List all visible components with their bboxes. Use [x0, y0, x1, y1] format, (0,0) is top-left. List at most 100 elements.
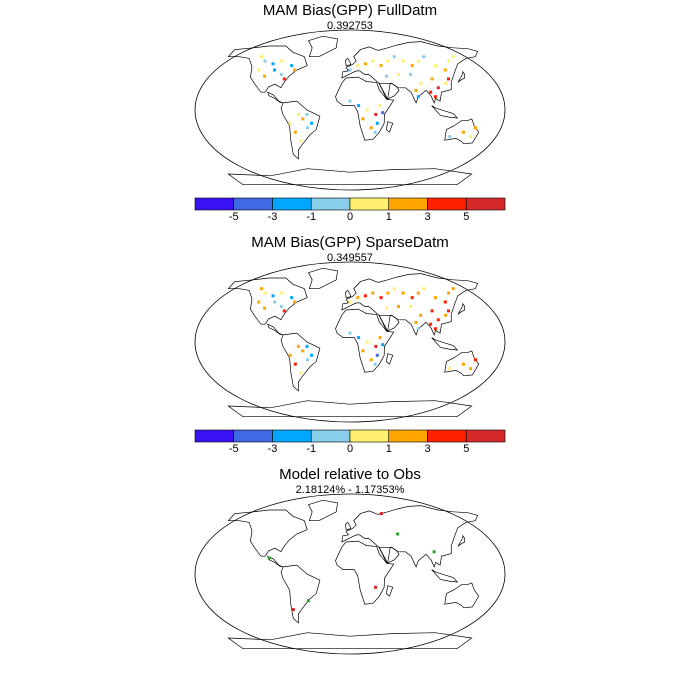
grid-cell-point: [378, 104, 382, 108]
grid-cell-point: [288, 353, 292, 357]
coastline-south-america: [280, 332, 321, 392]
grid-cell-point: [348, 99, 352, 103]
grid-cell-point: [260, 55, 263, 59]
colorbar-tick-label: -1: [306, 211, 317, 223]
grid-cell-point: [369, 358, 373, 362]
coastline-madagascar: [386, 353, 394, 365]
grid-cell-point: [293, 130, 297, 134]
grid-cell-point: [419, 313, 423, 317]
grid-cell-point: [432, 550, 436, 554]
grid-cell-point: [267, 556, 271, 560]
grid-cell-point: [443, 300, 447, 304]
grid-cell-point: [356, 296, 360, 300]
colorbar-tick-label: -3: [267, 211, 278, 223]
grid-cell-point: [386, 291, 390, 295]
grid-cell-point: [263, 74, 267, 78]
coastline-antarctica: [227, 632, 473, 650]
grid-cell-point: [447, 291, 451, 295]
coastline-africa: [335, 308, 395, 373]
grid-cell-point: [369, 126, 373, 130]
grid-cell-point: [430, 309, 434, 313]
coastline-south-america: [280, 564, 321, 624]
grid-cell-point: [260, 287, 263, 291]
grid-cell-point: [436, 318, 440, 322]
grid-cell-point: [374, 344, 378, 348]
grid-cell-point: [401, 291, 405, 295]
coastline-north-america: [227, 277, 308, 325]
coastline-eurasia: [341, 41, 479, 104]
colorbar-segment: [465, 197, 506, 211]
grid-cell-point: [305, 112, 309, 116]
grid-cell-point: [279, 304, 283, 308]
coastline-australia: [444, 582, 480, 609]
grid-cell-point: [299, 371, 303, 375]
coastline-arabia: [378, 82, 400, 100]
grid-cell-point: [257, 300, 261, 304]
coastline-indonesia: [431, 105, 459, 119]
coastline-central-america: [267, 323, 284, 336]
panel-subtitle: 0.392753: [327, 20, 373, 32]
colorbar-tick-label: 1: [385, 211, 392, 223]
coastline-antarctica: [227, 400, 473, 418]
grid-cell-point: [301, 117, 305, 121]
coastline-japan: [457, 70, 466, 83]
grid-cell-point: [451, 287, 455, 291]
panel-title: MAM Bias(GPP) FullDatm: [262, 2, 438, 19]
coastline-central-america: [267, 555, 284, 568]
grid-cell-point: [282, 309, 286, 313]
grid-cell-point: [279, 72, 283, 76]
map-panel-fulldatm: MAM Bias(GPP) FullDatm 0.392753 -5 -3 -1 0 1…: [0, 0, 700, 232]
map-panel-sparsedatm: MAM Bias(GPP) SparseDatm 0.349557 -5 -3 -1…: [0, 232, 700, 464]
grid-cell-point: [257, 68, 261, 72]
grid-cell-point: [409, 72, 413, 76]
grid-cell-point: [379, 296, 383, 300]
colorbar-segment: [194, 197, 235, 211]
grid-cell-point: [373, 130, 377, 134]
coastline-eurasia: [341, 505, 479, 568]
world-map: [194, 29, 506, 211]
grid-cell-point: [296, 112, 300, 116]
colorbar-segment: [388, 197, 428, 211]
grid-cell-point: [416, 59, 420, 63]
coastline-north-america: [227, 509, 308, 557]
grid-cell-point: [397, 72, 400, 76]
grid-cell-point: [293, 362, 297, 366]
coastline-japan: [457, 534, 466, 547]
grid-cell-point: [462, 362, 465, 366]
colorbar-segment: [427, 429, 467, 443]
colorbar-tick-label: -5: [228, 443, 239, 455]
coastline-greenland: [307, 35, 338, 58]
grid-cell-point: [290, 296, 294, 300]
grid-cell-point: [273, 68, 277, 72]
coastline-uk: [345, 521, 352, 531]
grid-cell-point: [306, 358, 310, 362]
grid-cell-point: [469, 135, 473, 139]
colorbar-tick-label: 3: [424, 211, 431, 223]
grid-cell-point: [448, 367, 452, 371]
grid-cell-point: [396, 532, 400, 536]
colorbar-segment: [465, 429, 506, 443]
grid-cell-point: [292, 300, 296, 304]
grid-cell-point: [447, 309, 450, 313]
grid-cell-point: [444, 81, 448, 85]
coastline-indonesia: [431, 337, 459, 351]
colorbar-tick-label: -1: [306, 443, 317, 455]
colorbar-tick-label: 1: [385, 443, 392, 455]
map-boundary: [194, 493, 506, 655]
grid-cell-point: [422, 55, 426, 59]
colorbar-tick-label: 3: [424, 443, 431, 455]
grid-cell-point: [430, 77, 434, 81]
grid-cell-point: [290, 64, 294, 68]
grid-cell-point: [469, 367, 473, 371]
grid-cell-point: [401, 59, 405, 63]
grid-cell-point: [374, 112, 378, 116]
map-boundary: [194, 29, 506, 191]
grid-cell-point: [348, 68, 352, 72]
grid-cell-point: [375, 121, 379, 125]
grid-cell-point: [429, 90, 433, 94]
coastline-south-america: [280, 100, 321, 160]
coastline-arabia: [378, 546, 400, 564]
grid-cell-point: [392, 287, 396, 291]
colorbar-segment: [349, 197, 390, 211]
grid-cell-point: [447, 77, 450, 81]
